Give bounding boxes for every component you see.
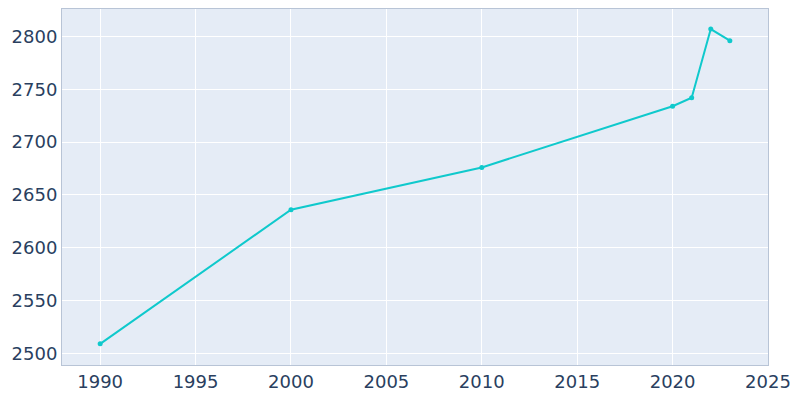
svg-text:2015: 2015 (554, 371, 600, 392)
svg-text:2500: 2500 (12, 343, 58, 364)
svg-text:2025: 2025 (745, 371, 791, 392)
svg-text:2000: 2000 (268, 371, 314, 392)
svg-text:2005: 2005 (363, 371, 409, 392)
svg-text:2650: 2650 (12, 184, 58, 205)
svg-text:2020: 2020 (650, 371, 696, 392)
svg-text:2800: 2800 (12, 26, 58, 47)
svg-text:2700: 2700 (12, 131, 58, 152)
svg-text:1990: 1990 (77, 371, 123, 392)
svg-text:2750: 2750 (12, 79, 58, 100)
svg-text:1995: 1995 (173, 371, 219, 392)
svg-text:2550: 2550 (12, 290, 58, 311)
svg-text:2600: 2600 (12, 237, 58, 258)
svg-text:2010: 2010 (459, 371, 505, 392)
